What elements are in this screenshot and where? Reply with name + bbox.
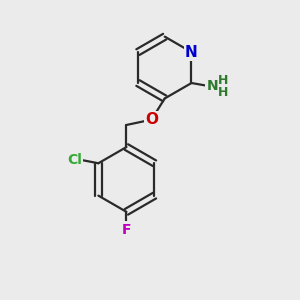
Text: N: N <box>206 79 218 93</box>
Text: H: H <box>218 86 228 99</box>
Text: N: N <box>185 45 198 60</box>
Text: H: H <box>218 74 228 88</box>
Text: Cl: Cl <box>67 153 82 167</box>
Text: F: F <box>122 223 131 236</box>
Text: O: O <box>145 112 158 127</box>
